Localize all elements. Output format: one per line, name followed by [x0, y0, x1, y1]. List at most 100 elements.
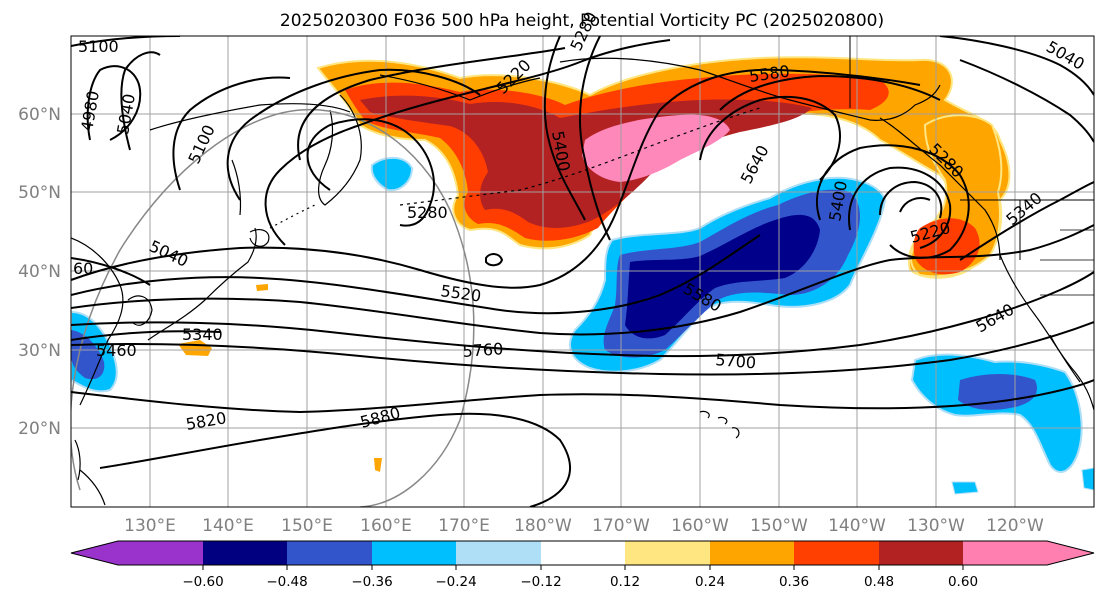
longitude-labels: 130°E 140°E 150°E 160°E 170°E 180°W 170°…	[124, 516, 1044, 536]
contour-label-5460: 5460	[96, 341, 137, 360]
colorbar-bin-7	[625, 541, 710, 565]
pv-negative-shading	[71, 156, 1094, 495]
lon-label-140e: 140°E	[202, 516, 254, 536]
contour-northeast-2	[959, 59, 1094, 143]
coastline-aleutians	[399, 107, 761, 206]
contour-label-5700: 5700	[715, 350, 757, 372]
contour-small-closed-low	[485, 253, 504, 267]
colorbar-bin-11	[963, 541, 1047, 565]
colorbar-bin-6	[541, 541, 625, 565]
contour-5640-mid	[71, 224, 1094, 336]
contour-5340-low-east	[848, 166, 952, 249]
colorbar-tick-label-1: −0.60	[182, 574, 223, 590]
pv-shade-blue-west	[71, 330, 105, 380]
pv-shade-cyan-northwest	[370, 156, 414, 192]
contour-5280-low	[306, 118, 435, 227]
coastline-philippines	[79, 469, 106, 506]
contour-5580	[719, 74, 941, 111]
colorbar-bin-9	[794, 541, 879, 565]
contour-label-edge-60: 60	[73, 259, 93, 278]
lon-label-170w: 170°W	[592, 516, 650, 536]
contour-5460-trough	[579, 36, 611, 241]
lat-label-20n: 20°N	[18, 419, 61, 439]
contour-5760	[71, 321, 1094, 376]
pv-shade-orange-small-3	[374, 458, 382, 472]
contour-northeast	[939, 36, 1094, 96]
lon-label-120w: 120°W	[986, 516, 1044, 536]
pv-shade-pink	[582, 114, 730, 182]
latitude-labels: 60°N 50°N 40°N 30°N 20°N	[18, 105, 61, 439]
figure-title: 2025020300 F036 500 hPa height, Potentia…	[280, 11, 884, 31]
lon-label-160e: 160°E	[360, 516, 412, 536]
lon-label-150w: 150°W	[750, 516, 808, 536]
lat-label-60n: 60°N	[18, 105, 61, 125]
contour-5640-ridge	[699, 95, 841, 181]
pv-shade-cyan-small-1	[951, 481, 979, 495]
height-contours	[71, 36, 1094, 507]
contour-label-5100-nw: 5100	[78, 37, 119, 56]
contour-label-5760: 5760	[462, 339, 504, 361]
colorbar-ticks	[202, 565, 964, 570]
contour-5280-low-east	[879, 180, 943, 219]
coastline-okhotsk	[149, 103, 351, 131]
lat-label-30n: 30°N	[18, 341, 61, 361]
contour-west-2	[71, 257, 151, 286]
coastline-kuril-islands	[269, 204, 316, 229]
contour-5520	[71, 68, 921, 289]
coastline-alaska-panhandle	[879, 117, 1001, 261]
contour-label-5340-japan: 5340	[182, 325, 223, 344]
contour-label-5280: 5280	[407, 203, 448, 222]
coastline-korea	[127, 295, 153, 326]
colorbar-bin-5	[456, 541, 541, 565]
map-panel	[71, 36, 1094, 507]
lon-label-180w: 180°W	[514, 516, 572, 536]
coastline-hawaii	[699, 410, 740, 439]
coastline-east-asia	[71, 237, 124, 406]
lon-label-140w: 140°W	[828, 516, 886, 536]
colorbar-tick-label-2: −0.48	[266, 574, 307, 590]
colorbar-outline	[70, 540, 1095, 566]
colorbar-tick-label-9: 0.48	[864, 574, 894, 590]
colorbar-tick-label-7: 0.24	[695, 574, 725, 590]
contour-5820	[71, 379, 1094, 414]
colorbar-bin-2	[203, 541, 287, 565]
contour-5400-trough	[543, 36, 586, 221]
pv-shade-cyan-southeast	[910, 353, 1083, 473]
lon-label-130e: 130°E	[124, 516, 176, 536]
contour-5220	[297, 47, 566, 161]
contour-5400-low-east	[815, 144, 970, 259]
coastlines	[71, 36, 1094, 506]
colorbar-bin-8	[710, 541, 794, 565]
colorbar-tick-label-10: 0.60	[948, 574, 978, 590]
colorbar-bin-10	[879, 541, 963, 565]
border-canada-us	[960, 199, 1094, 260]
colorbar-bin-4	[372, 541, 456, 565]
coastline-baja	[1049, 334, 1081, 383]
pv-shade-orange-small-2	[256, 284, 268, 291]
colorbar-tick-label-4: −0.24	[435, 574, 476, 590]
colorbar-extend-low	[71, 541, 118, 565]
coastline-bering-siberia	[379, 74, 541, 101]
pv-shade-blue-southeast	[958, 374, 1038, 410]
contour-5040-nw	[120, 51, 161, 151]
coastline-alaska	[559, 57, 941, 121]
colorbar-bin-1	[118, 541, 203, 565]
colorbar-bin-3	[287, 541, 372, 565]
coastline-kamchatka	[318, 94, 362, 206]
contour-5100-nw	[172, 76, 291, 191]
contour-5460	[71, 330, 221, 341]
lat-label-40n: 40°N	[18, 262, 61, 282]
lon-label-150e: 150°E	[281, 516, 333, 536]
lon-label-160w: 160°W	[671, 516, 729, 536]
colorbar-tick-label-8: 0.36	[779, 574, 809, 590]
contour-5340-east	[959, 181, 1094, 261]
pv-shade-cyan-small-2	[1081, 467, 1094, 491]
lon-label-170e: 170°E	[438, 516, 490, 536]
colorbar: −0.60 −0.48 −0.36 −0.24 −0.12 0.12 0.24 …	[70, 540, 1095, 590]
coastline-taiwan	[74, 439, 81, 481]
coastline-sakhalin	[231, 159, 242, 216]
pv-shade-navy-central	[625, 214, 820, 339]
colorbar-tick-label-5: −0.12	[520, 574, 561, 590]
contour-5160	[226, 68, 481, 201]
